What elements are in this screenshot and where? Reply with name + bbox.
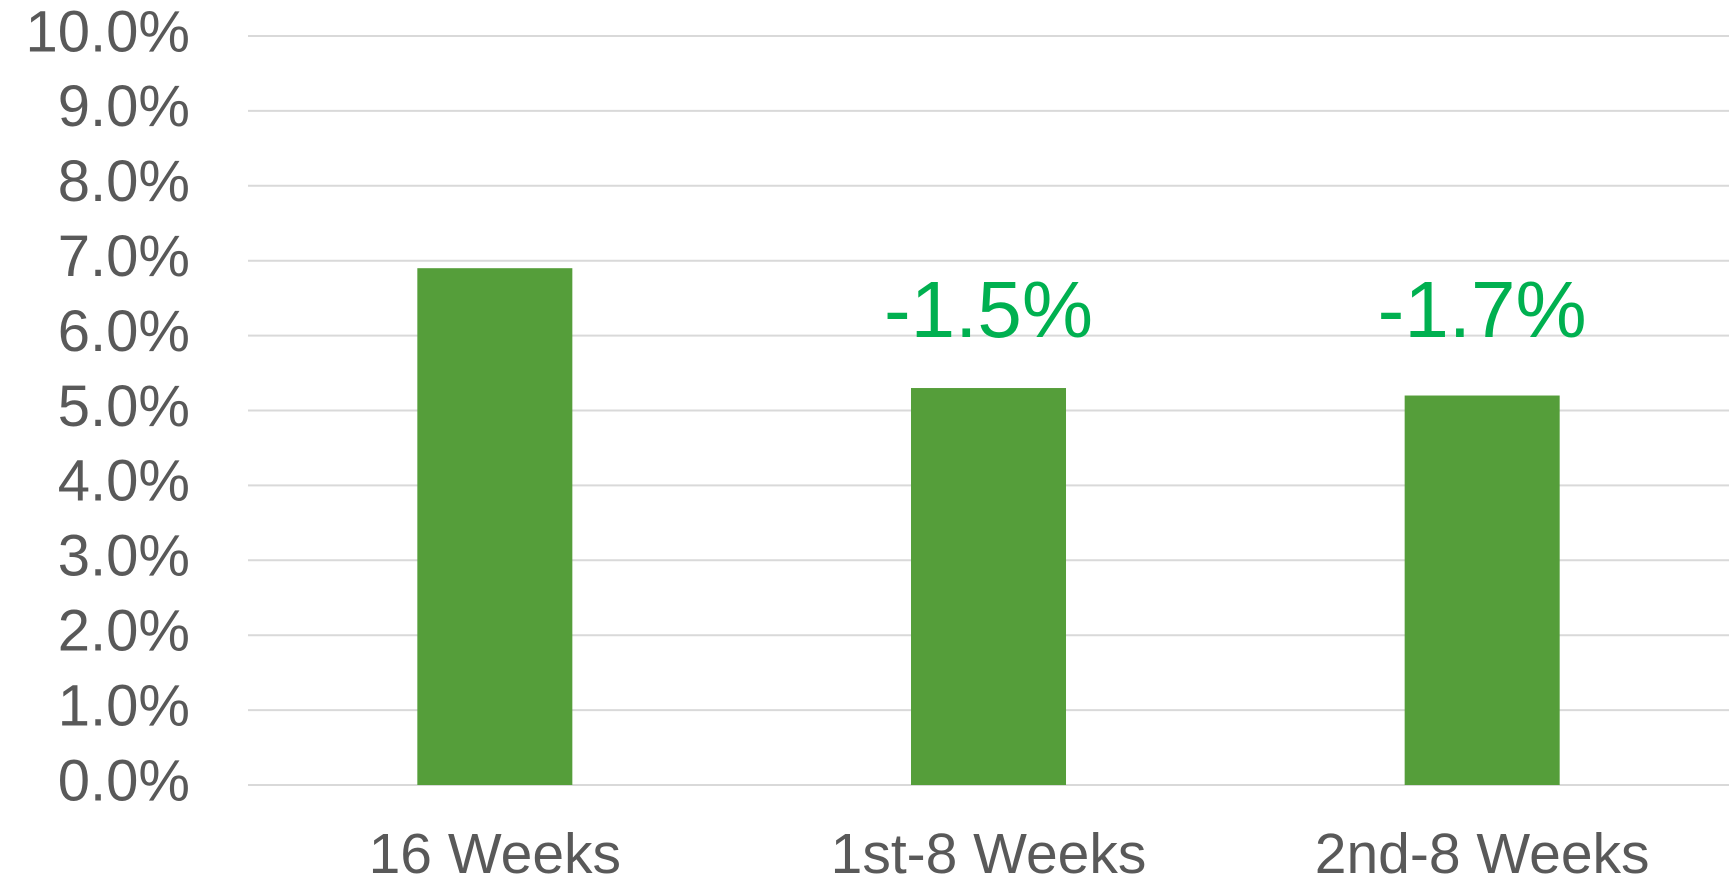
y-tick-label: 7.0% bbox=[58, 224, 190, 289]
annotation: -1.7% bbox=[1378, 265, 1587, 354]
y-tick-label: 9.0% bbox=[58, 74, 190, 139]
bar bbox=[1404, 395, 1560, 785]
y-tick-label: 3.0% bbox=[58, 524, 190, 589]
y-tick-label: 2.0% bbox=[58, 599, 190, 664]
y-tick-label: 6.0% bbox=[58, 299, 190, 364]
bar bbox=[910, 388, 1067, 785]
y-tick-label: 4.0% bbox=[58, 449, 190, 514]
x-tick-label: 16 Weeks bbox=[369, 822, 621, 886]
x-tick-label: 2nd-8 Weeks bbox=[1315, 822, 1650, 886]
annotation: -1.5% bbox=[884, 265, 1093, 354]
bar bbox=[417, 268, 573, 785]
y-tick-label: 8.0% bbox=[58, 149, 190, 214]
y-tick-label: 1.0% bbox=[58, 673, 190, 738]
y-tick-label: 5.0% bbox=[58, 374, 190, 439]
y-tick-label: 0.0% bbox=[58, 748, 190, 813]
x-tick-label: 1st-8 Weeks bbox=[831, 822, 1147, 886]
y-tick-label: 10.0% bbox=[26, 0, 190, 64]
